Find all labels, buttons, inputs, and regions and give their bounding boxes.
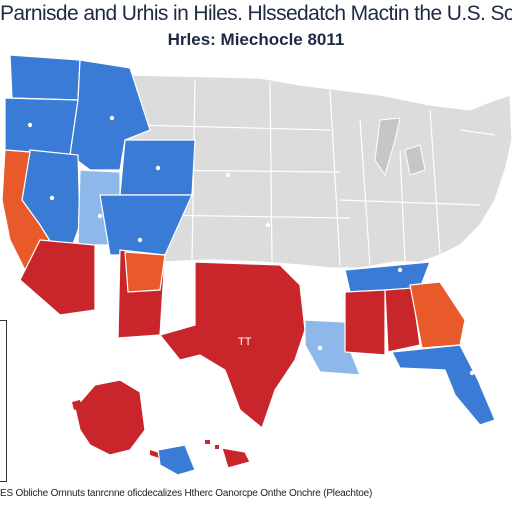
map-subtitle: Hrles: Miechocle 8011: [167, 30, 345, 49]
great-lakes: [374, 117, 426, 177]
state-florida: [391, 344, 496, 426]
state-hawaii-main: [157, 444, 196, 476]
capital-dot: [469, 370, 475, 376]
capital-dot: [317, 345, 323, 351]
capital-dot: [97, 213, 103, 219]
capital-dot: [155, 165, 161, 171]
state-georgia: [409, 281, 466, 349]
capital-dot: [27, 122, 33, 128]
legend-box: [0, 320, 7, 482]
state-idaho-montana: [69, 59, 151, 171]
capital-dot: [225, 172, 231, 178]
hawaii-dots: [205, 440, 219, 449]
state-alaska: [74, 379, 146, 456]
state-oregon: [4, 97, 79, 156]
state-alabama: [384, 287, 421, 353]
state-texas: [158, 261, 306, 430]
state-label-texas: TT: [238, 336, 252, 348]
state-washington: [9, 54, 81, 101]
capital-dot: [49, 195, 55, 201]
state-new-mexico-north: [124, 251, 166, 293]
capital-dot: [137, 237, 143, 243]
state-hawaii-island: [221, 447, 251, 469]
state-mississippi: [344, 289, 386, 356]
state-arizona: [19, 239, 96, 316]
capital-dot: [397, 267, 403, 273]
map-footer: ES Obliche Ornnuts tanrcnne oficdecalize…: [0, 488, 373, 499]
capital-dot: [109, 115, 115, 121]
map-title: Parnisde and Urhis in Hiles. Hlssedatch …: [0, 2, 512, 25]
capital-dot: [265, 222, 271, 228]
us-map: TT: [1, 54, 512, 476]
